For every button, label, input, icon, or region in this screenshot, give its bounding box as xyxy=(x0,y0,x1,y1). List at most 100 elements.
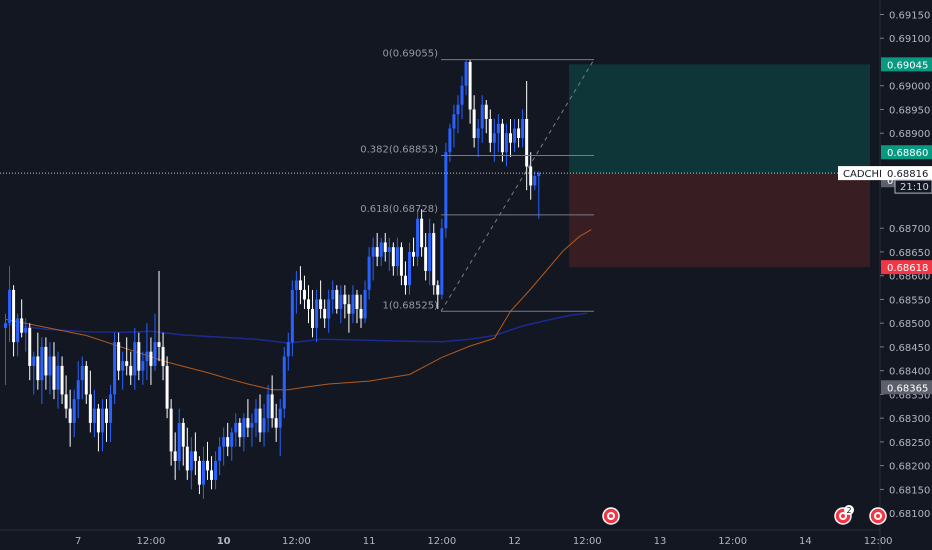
profit-zone xyxy=(569,64,870,173)
candle-body xyxy=(32,356,35,365)
candle-body xyxy=(81,366,84,380)
candle-body xyxy=(360,309,363,318)
time-tick-label: 12:00 xyxy=(864,536,893,547)
candle-body xyxy=(473,109,476,137)
candle-body xyxy=(291,290,294,342)
candle-body xyxy=(40,347,43,380)
candle-body xyxy=(162,347,165,366)
candle-body xyxy=(444,152,447,228)
event-flag-icon[interactable] xyxy=(870,508,886,524)
candle-body xyxy=(315,299,318,327)
candle-body xyxy=(89,394,92,422)
candle-body xyxy=(327,299,330,318)
candle-body xyxy=(263,418,266,432)
candle-body xyxy=(69,409,72,423)
price-tick-label: 0.68250 xyxy=(889,438,930,449)
candle-body xyxy=(105,409,108,423)
fib-level-label: 0(0.69055) xyxy=(382,49,438,60)
candle-body xyxy=(8,290,11,323)
candle-body xyxy=(242,418,245,437)
candle-body xyxy=(198,461,201,485)
loss-zone xyxy=(569,173,870,267)
price-badge-label: 0.68618 xyxy=(887,263,928,274)
candle-body xyxy=(456,105,459,114)
candle-body xyxy=(319,299,322,308)
candle-body xyxy=(20,318,23,332)
candle-body xyxy=(404,276,407,285)
candle-body xyxy=(194,451,197,460)
candle-body xyxy=(509,133,512,142)
candle-body xyxy=(440,228,443,294)
candle-body xyxy=(36,356,39,380)
candle-body xyxy=(246,418,249,427)
candle-body xyxy=(400,247,403,275)
price-tick-label: 0.68400 xyxy=(889,367,930,378)
candle xyxy=(283,347,286,418)
countdown-label: 21:10 xyxy=(900,182,929,193)
candle-body xyxy=(93,409,96,423)
price-tick-label: 0.68550 xyxy=(889,295,930,306)
price-tick-label: 0.69100 xyxy=(889,34,930,45)
candle-body xyxy=(424,247,427,271)
candle-body xyxy=(481,105,484,129)
price-badge-label: 0.68860 xyxy=(887,148,928,159)
candle-body xyxy=(493,133,496,142)
event-flag-icon[interactable] xyxy=(603,508,619,524)
candle-body xyxy=(125,361,128,366)
candle-body xyxy=(485,105,488,119)
candle-body xyxy=(65,394,68,408)
event-count-badge: 2 xyxy=(846,506,851,515)
candle-body xyxy=(287,342,290,356)
price-tick-label: 0.68650 xyxy=(889,248,930,259)
candle-body xyxy=(351,295,354,314)
candle-body xyxy=(489,119,492,143)
candle-body xyxy=(206,461,209,470)
candle-body xyxy=(416,219,419,257)
candle-body xyxy=(323,309,326,318)
price-tick-label: 0.68900 xyxy=(889,129,930,140)
candle-body xyxy=(448,128,451,152)
time-tick-label: 12:00 xyxy=(137,536,166,547)
candle-body xyxy=(275,418,278,427)
price-badge-label: 0.69045 xyxy=(887,60,928,71)
time-tick-label: 10 xyxy=(217,536,231,547)
price-tick-label: 0.69000 xyxy=(889,82,930,93)
time-tick-label: 12:00 xyxy=(718,536,747,547)
candle-body xyxy=(432,233,435,285)
candle-body xyxy=(271,394,274,418)
candle-body xyxy=(85,366,88,394)
candle-body xyxy=(412,252,415,257)
candle-body xyxy=(307,299,310,308)
candle xyxy=(444,143,447,238)
candle-body xyxy=(137,342,140,370)
candle-body xyxy=(16,318,19,342)
candle-body xyxy=(234,423,237,432)
price-badge-label: 0.68365 xyxy=(887,383,928,394)
candle-body xyxy=(133,342,136,375)
candle-body xyxy=(428,233,431,271)
candle-body xyxy=(48,356,51,375)
candle-body xyxy=(267,394,270,418)
candle-body xyxy=(202,461,205,485)
candle-body xyxy=(178,423,181,461)
fib-level-label: 0.618(0.68728) xyxy=(360,204,438,215)
candle-body xyxy=(388,247,391,252)
candle-body xyxy=(384,242,387,251)
candle-body xyxy=(259,409,262,433)
candle-body xyxy=(12,290,15,342)
price-tick-label: 0.68950 xyxy=(889,105,930,116)
candle-body xyxy=(525,119,528,166)
position-zones xyxy=(569,64,870,267)
price-tick-label: 0.68500 xyxy=(889,319,930,330)
candle-body xyxy=(364,290,367,318)
candle-body xyxy=(335,290,338,309)
candle-body xyxy=(420,219,423,247)
candle-body xyxy=(149,352,152,366)
candle-body xyxy=(250,423,253,428)
price-tick-label: 0.68700 xyxy=(889,224,930,235)
candle-body xyxy=(343,295,346,304)
candle-body xyxy=(452,114,455,128)
candle-body xyxy=(347,304,350,313)
candle-body xyxy=(77,380,80,399)
